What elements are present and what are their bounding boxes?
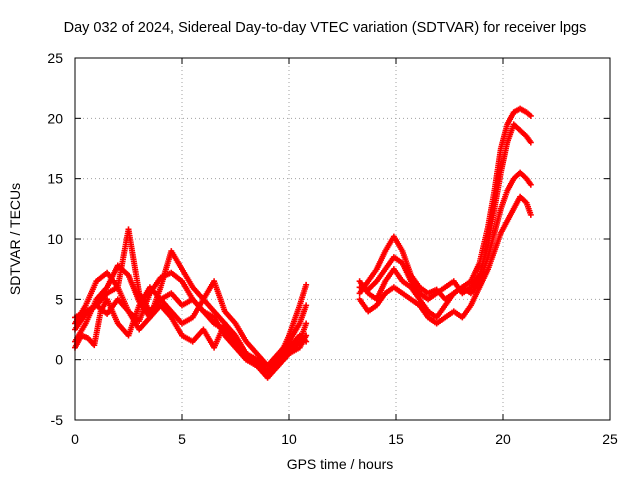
axis-ticks: 0 5 10 15 20 25 -5 0 5 10 15 20 25 <box>47 50 618 447</box>
x-tick-label: 15 <box>388 431 404 447</box>
y-axis-label: SDTVAR / TECUs <box>7 183 23 295</box>
y-tick-label: 15 <box>47 171 63 187</box>
y-tick-label: 5 <box>55 291 63 307</box>
y-tick-label: -5 <box>51 412 64 428</box>
x-axis-label: GPS time / hours <box>287 456 394 472</box>
y-tick-label: 0 <box>55 352 63 368</box>
x-tick-label: 20 <box>495 431 511 447</box>
x-tick-label: 5 <box>178 431 186 447</box>
series-track-2 <box>72 248 310 369</box>
series-track-9 <box>356 193 534 327</box>
data-point <box>527 112 534 119</box>
data-point <box>527 139 534 146</box>
data-marks <box>72 105 534 381</box>
y-tick-label: 25 <box>47 50 63 66</box>
y-tick-label: 10 <box>47 231 63 247</box>
x-tick-label: 0 <box>71 431 79 447</box>
data-point <box>303 332 310 339</box>
data-point <box>303 338 310 345</box>
y-tick-label: 20 <box>47 110 63 126</box>
series-track-8 <box>356 169 534 321</box>
x-tick-label: 10 <box>281 431 297 447</box>
data-point <box>303 320 310 327</box>
series-track-7 <box>356 121 534 303</box>
data-point <box>303 281 310 288</box>
x-tick-label: 25 <box>602 431 618 447</box>
chart-title: Day 032 of 2024, Sidereal Day-to-day VTE… <box>64 20 587 36</box>
series-track-5 <box>72 284 310 369</box>
data-point <box>303 302 310 309</box>
data-point <box>527 211 534 218</box>
data-point <box>527 181 534 188</box>
